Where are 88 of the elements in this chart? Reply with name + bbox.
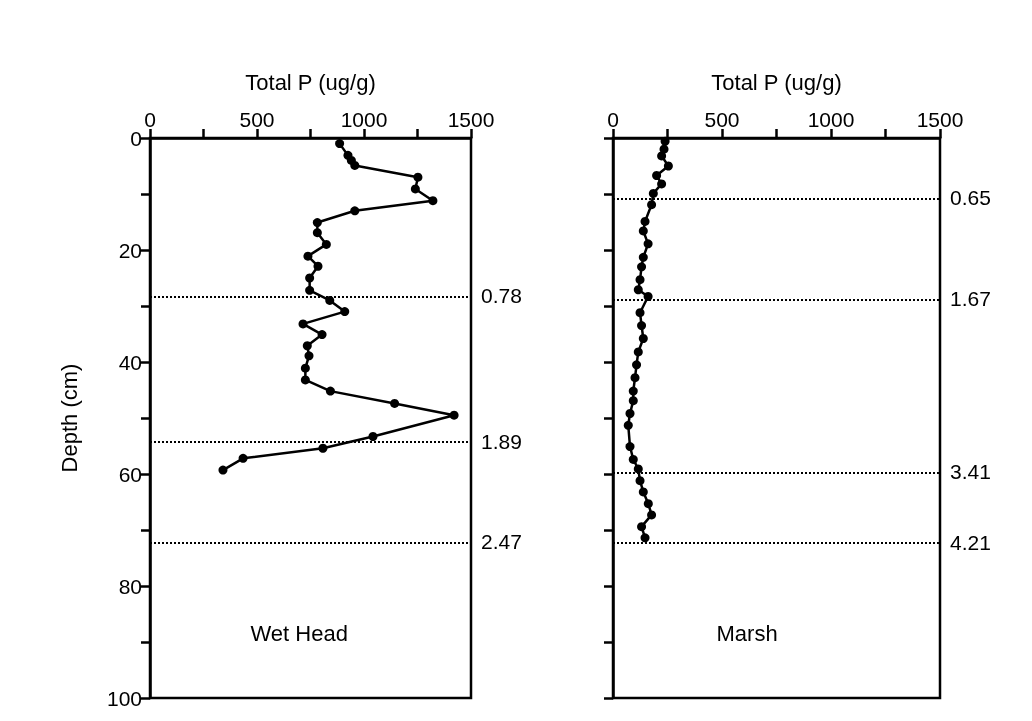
point <box>302 341 312 351</box>
point <box>312 218 322 228</box>
point <box>625 409 635 419</box>
point <box>643 499 653 509</box>
point <box>449 410 459 420</box>
point <box>635 476 645 486</box>
point <box>312 228 322 238</box>
point <box>638 333 648 343</box>
point <box>623 420 633 430</box>
point <box>305 285 315 295</box>
point <box>638 252 648 262</box>
point <box>350 160 360 170</box>
point <box>637 321 647 331</box>
point <box>300 363 310 373</box>
point <box>413 172 423 182</box>
text: 3.41 <box>950 460 991 484</box>
text: 0.65 <box>950 186 991 210</box>
point <box>628 454 638 464</box>
point <box>660 136 670 146</box>
point <box>643 291 653 301</box>
point <box>663 161 673 171</box>
point <box>640 216 650 226</box>
y-tick-label: 20 <box>118 238 142 262</box>
point <box>635 275 645 285</box>
point <box>218 465 228 475</box>
point <box>638 487 648 497</box>
text: 1.67 <box>950 287 991 311</box>
point <box>628 386 638 396</box>
point <box>648 188 658 198</box>
point <box>318 443 328 453</box>
text: 0.78 <box>481 284 522 308</box>
y-tick-label: 80 <box>118 574 142 598</box>
point <box>321 239 331 249</box>
point <box>325 386 335 396</box>
point <box>637 262 647 272</box>
point <box>317 330 327 340</box>
point <box>633 347 643 357</box>
point <box>304 351 314 361</box>
x-axis-title: Total P (ug/g) <box>711 69 842 95</box>
y-tick-label: 100 <box>106 686 142 710</box>
x-tick-label: 1000 <box>340 108 388 131</box>
point <box>305 273 315 283</box>
text: 4.21 <box>950 530 991 554</box>
point <box>657 151 667 161</box>
y-axis-title: Depth (cm) <box>56 363 82 473</box>
point <box>340 307 350 317</box>
point <box>630 373 640 383</box>
point <box>325 295 335 305</box>
y-tick-label: 0 <box>130 126 142 150</box>
point <box>640 533 650 543</box>
point <box>647 200 657 210</box>
point <box>350 206 360 216</box>
point <box>313 261 323 271</box>
point <box>632 360 642 370</box>
point <box>390 398 400 408</box>
point <box>368 431 378 441</box>
point <box>635 308 645 318</box>
point <box>625 442 635 452</box>
x-tick-label: 1500 <box>916 108 964 131</box>
point <box>298 319 308 329</box>
point <box>300 375 310 385</box>
point <box>637 522 647 532</box>
point <box>652 171 662 181</box>
y-tick-label: 40 <box>118 350 142 374</box>
point <box>657 179 667 189</box>
annotation: Wet Head <box>250 620 348 646</box>
y-tick-label: 60 <box>118 462 142 486</box>
x-tick-label: 500 <box>704 108 740 131</box>
point <box>647 510 657 520</box>
point <box>633 285 643 295</box>
point <box>638 226 648 236</box>
x-tick-label: 0 <box>144 108 156 131</box>
x-tick-label: 500 <box>239 108 275 131</box>
text: 1.89 <box>481 429 522 453</box>
point <box>428 196 438 206</box>
annotation: Marsh <box>716 620 778 646</box>
point <box>643 239 653 249</box>
point <box>335 139 345 149</box>
point <box>303 251 313 261</box>
point <box>410 184 420 194</box>
x-tick-label: 1500 <box>447 108 495 131</box>
text: 2.47 <box>481 530 522 554</box>
point <box>628 396 638 406</box>
x-axis-title: Total P (ug/g) <box>245 69 376 95</box>
x-tick-label: 1000 <box>807 108 855 131</box>
point <box>238 453 248 463</box>
point <box>633 464 643 474</box>
x-tick-label: 0 <box>607 108 619 131</box>
